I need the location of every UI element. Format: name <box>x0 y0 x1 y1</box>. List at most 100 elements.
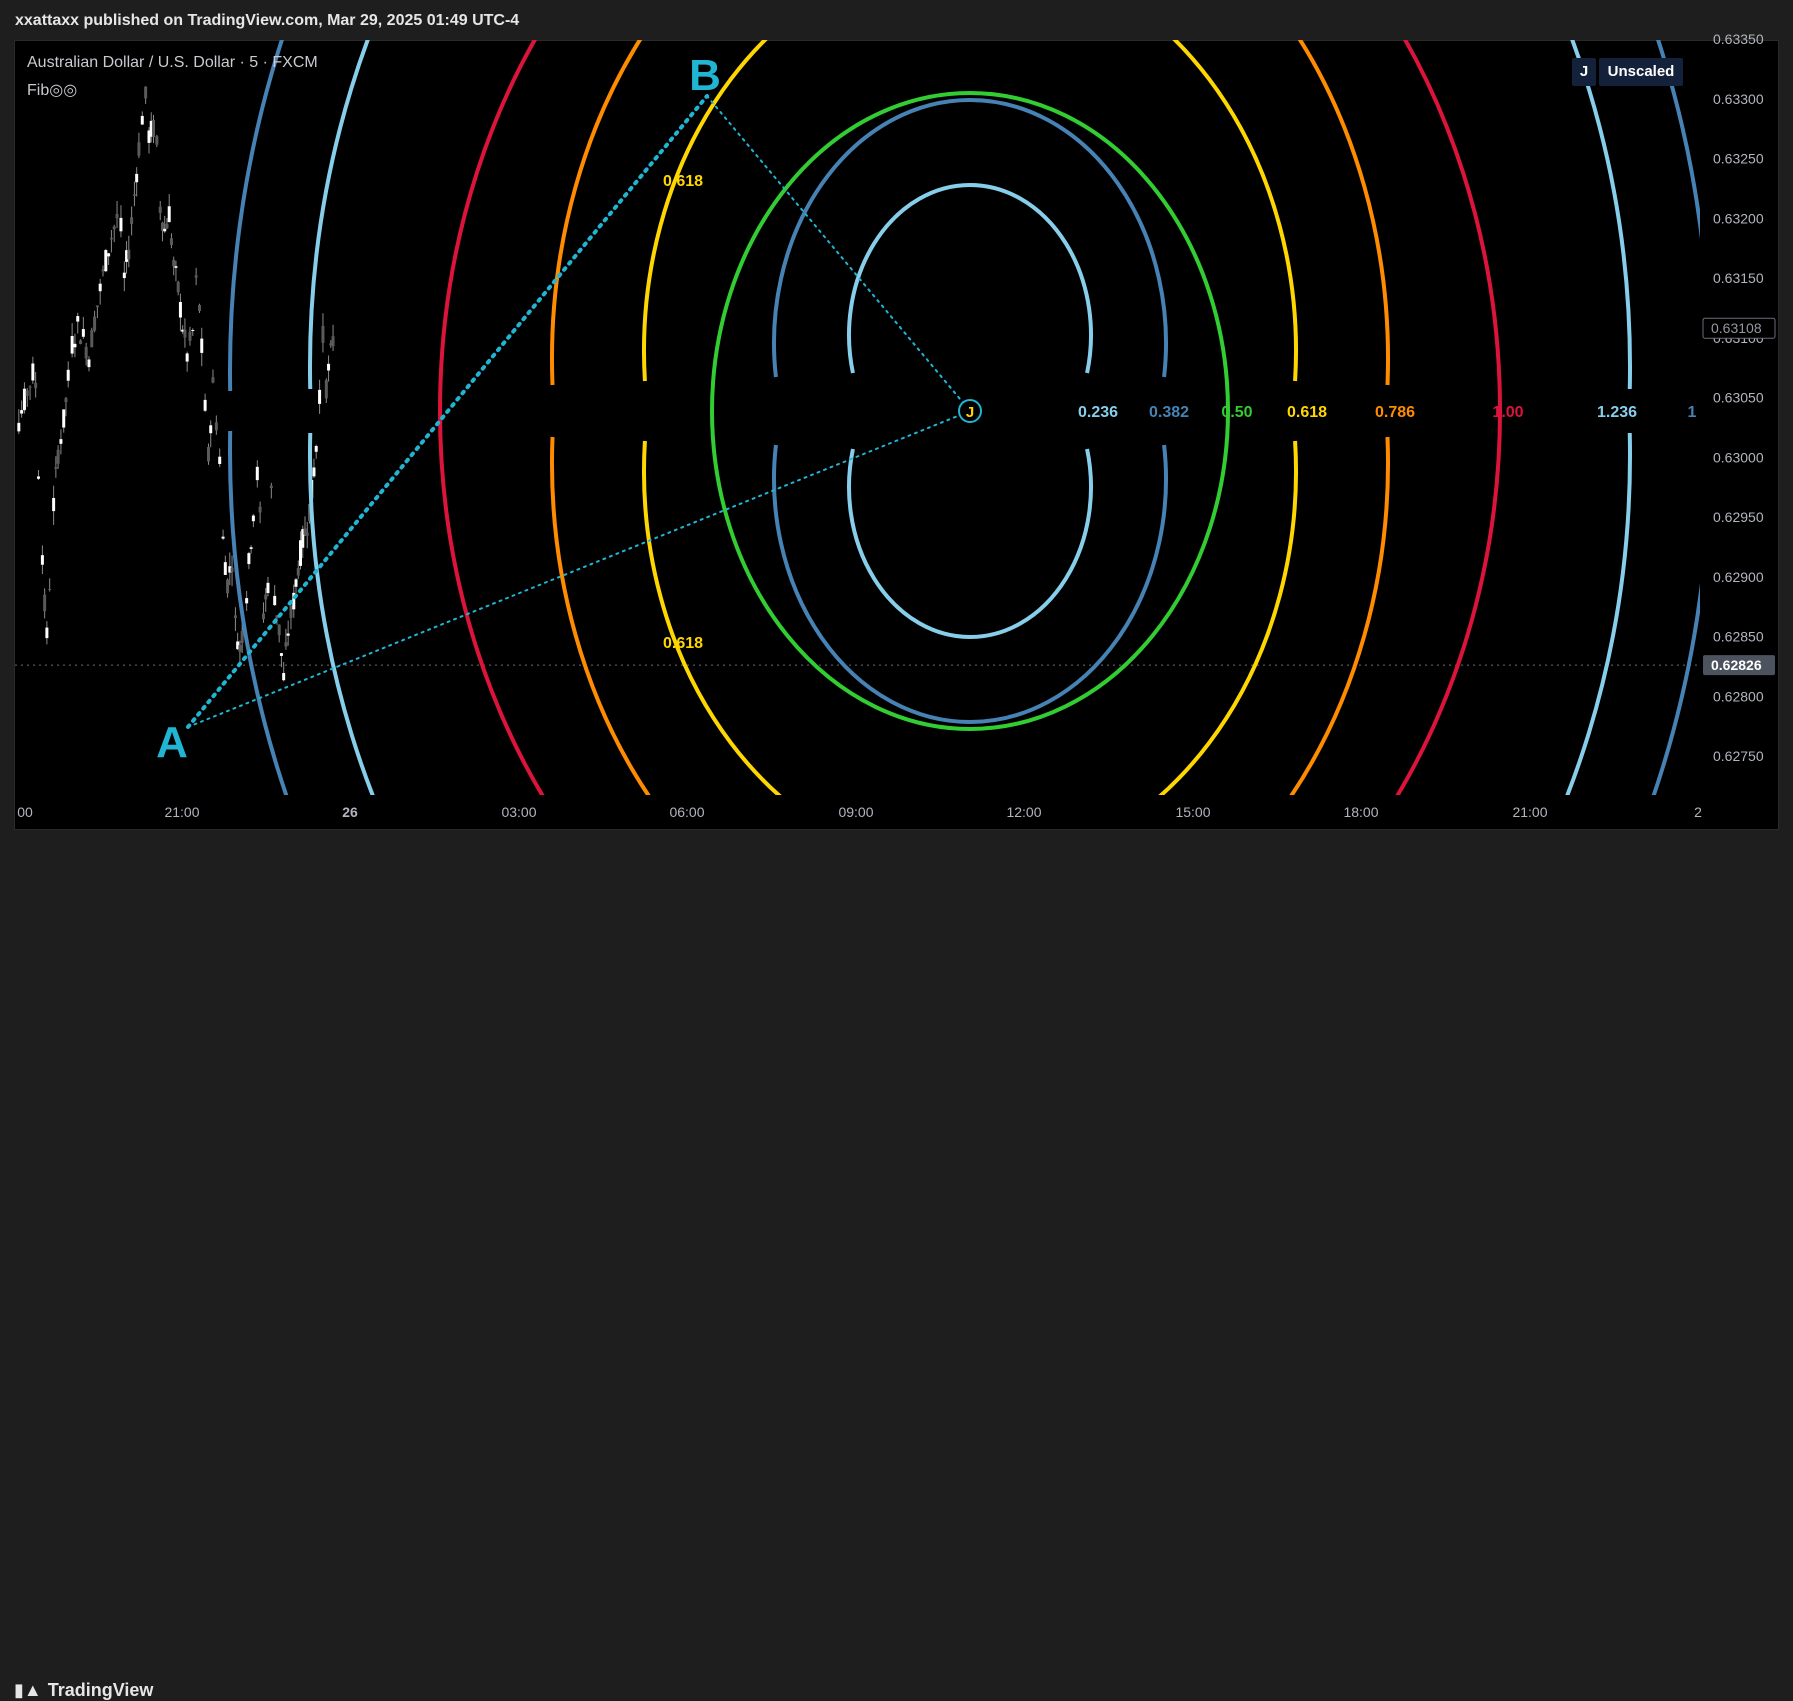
candle-body <box>130 217 134 225</box>
candle-body <box>104 250 108 272</box>
candle-body <box>107 253 111 257</box>
brand-label: TradingView <box>47 1680 154 1700</box>
candle-body <box>261 613 265 620</box>
fib-circle-1236-lower <box>308 432 1632 795</box>
candle-body <box>81 329 85 337</box>
candle-body <box>76 316 80 322</box>
price-tick-label: 0.63300 <box>1713 91 1764 107</box>
candle-body <box>22 388 26 411</box>
candle-body <box>292 592 296 610</box>
candle-body <box>73 343 77 348</box>
candle-body <box>331 336 335 347</box>
candle-body <box>25 390 29 396</box>
candle-body <box>296 567 300 576</box>
candle-body <box>84 346 88 359</box>
price-tick-label: 0.63200 <box>1713 210 1764 226</box>
candle-body <box>236 641 240 650</box>
candle-body <box>140 115 144 125</box>
candle-body <box>221 536 225 539</box>
unscaled-button[interactable]: Unscaled <box>1599 58 1683 86</box>
candle-body <box>125 250 129 262</box>
candle-body <box>191 330 195 332</box>
candle-body <box>163 228 167 232</box>
candle-body <box>282 673 286 681</box>
fib-circle-0618-lower <box>642 440 1298 795</box>
price-tick-label: 0.63050 <box>1713 390 1764 406</box>
candle-body <box>307 503 311 521</box>
candle-body <box>329 343 333 346</box>
fib-circle-050 <box>710 91 1230 731</box>
top-bar: xxattaxx published on TradingView.com, M… <box>0 0 1793 40</box>
candle-body <box>70 336 74 354</box>
fib-level-label: 0.50 <box>1221 404 1252 421</box>
candle-body <box>214 422 218 431</box>
indicator-legend[interactable]: Fib◎◎ <box>27 82 78 99</box>
candle-body <box>36 476 40 479</box>
crosshair-price-label: 0.63108 <box>1711 320 1762 336</box>
symbol-legend[interactable]: Australian Dollar / U.S. Dollar · 5 · FX… <box>27 54 318 71</box>
tradingview-logo[interactable]: ▮▲ TradingView <box>14 1680 153 1701</box>
time-tick-label: 2 <box>1694 804 1702 820</box>
candle-body <box>247 553 251 565</box>
candle-body <box>279 653 283 656</box>
candle-body <box>230 567 234 572</box>
candle-body <box>226 579 230 594</box>
time-tick-label: 09:00 <box>838 804 873 820</box>
candle-body <box>318 389 322 404</box>
fib-circle-0236-upper <box>847 182 1093 374</box>
candle-body <box>31 363 35 381</box>
candle-body <box>174 266 178 268</box>
candle-body <box>155 136 159 145</box>
candle-body <box>245 598 249 604</box>
candle-body <box>183 329 187 338</box>
price-tick-label: 0.63350 <box>1713 31 1764 47</box>
candle-body <box>240 630 244 643</box>
anchor-line-aj <box>187 410 971 728</box>
time-tick-label: 26 <box>342 804 358 820</box>
candle-body <box>34 382 38 389</box>
candle-body <box>294 579 298 587</box>
j-button[interactable]: J <box>1572 58 1596 86</box>
anchor-b-label: B <box>689 51 721 100</box>
fib-circle-0382-upper <box>772 98 1168 378</box>
candle-body <box>87 359 91 368</box>
candle-body <box>273 595 277 606</box>
candle-body <box>45 627 49 639</box>
candle-body <box>249 547 253 549</box>
price-tick-label: 0.62800 <box>1713 688 1764 704</box>
chart-svg[interactable]: 0.63350 0.63300 0.63250 0.63200 0.63150 0.631… <box>0 0 1793 832</box>
candle-body <box>228 566 232 573</box>
candle-body <box>176 281 180 293</box>
candle-body <box>48 588 52 590</box>
candle-body <box>264 594 268 600</box>
time-tick-label: 15:00 <box>1175 804 1210 820</box>
candle-body <box>79 340 83 344</box>
candle-body <box>151 119 155 138</box>
fib-side-label: 0.618 <box>663 635 703 652</box>
anchor-j-label: J <box>966 404 974 421</box>
fib-circle-0382-lower <box>772 444 1168 724</box>
fib-level-label: 1.00 <box>1492 404 1523 421</box>
candle-body <box>149 120 153 137</box>
time-tick-label: 18:00 <box>1343 804 1378 820</box>
fib-circle-0618-upper <box>642 40 1298 382</box>
last-price-label: 0.62826 <box>1711 657 1762 673</box>
candle-body <box>54 466 58 469</box>
price-tick-label: 0.62950 <box>1713 509 1764 525</box>
candle-body <box>269 485 273 489</box>
candle-body <box>135 173 139 183</box>
time-tick-label: 21:00 <box>164 804 199 820</box>
candle-body <box>90 330 94 348</box>
candle-body <box>43 594 47 612</box>
candle-body <box>218 456 222 465</box>
candle-body <box>266 582 270 594</box>
time-tick-label: 12:00 <box>1006 804 1041 820</box>
chart-frame[interactable] <box>14 40 1779 830</box>
fib-level-label: 0.382 <box>1149 404 1189 421</box>
anchor-line-bj <box>706 95 971 412</box>
fib-level-label: 1.236 <box>1597 404 1637 421</box>
candle-body <box>98 283 102 292</box>
candle-body <box>95 305 99 308</box>
time-tick-label: 03:00 <box>501 804 536 820</box>
anchor-a-label: A <box>156 718 188 767</box>
